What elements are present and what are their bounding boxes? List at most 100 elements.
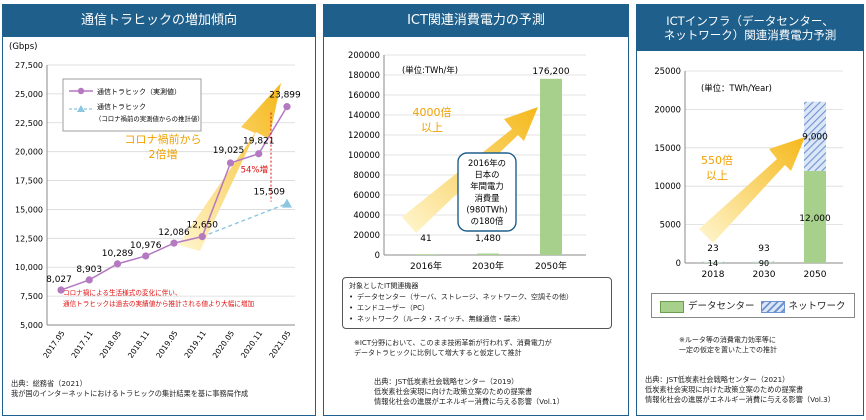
infra-source: 出典：JST低炭素社会戦略センター（2021） 低炭素社会実現に向けた政策立案の… [645, 375, 835, 405]
bar [415, 254, 437, 255]
legend-datacenter: データセンター [660, 298, 755, 313]
infra-stacked-bar-chart: 0 5000 10000 15000 20000 25000 (単位：TWh/Year) 20… [654, 66, 843, 280]
bar-network [753, 261, 775, 263]
infra-legend: データセンター ネットワーク [651, 293, 855, 318]
y-tick-label: 10,000 [15, 263, 43, 272]
source-line: 情報化社会の進展がエネルギー消費に与える影響（Vol.1） [374, 397, 564, 406]
source-line: 我が国のインターネットにおけるトラヒックの集計結果を基に事務局作成 [11, 389, 249, 398]
unit-label: (単位：TWh/Year) [701, 83, 772, 93]
y-tick-label: 27,500 [15, 61, 43, 70]
x-tick-label: 2018.11 [126, 329, 151, 360]
it-box-item: ネットワーク（ルータ・スイッチ、無線通信・端末） [349, 314, 605, 325]
y-tick-label: 100000 [348, 150, 380, 160]
bar-value-label: 1,480 [475, 234, 501, 244]
actual-value-label: 19,025 [213, 146, 245, 156]
source-line: 出典：総務省（2021） [11, 379, 87, 388]
unit-label: (単位:TWh/年) [402, 65, 458, 75]
actual-value-label: 12,650 [187, 221, 219, 231]
note-line: ※ルータ等の消費電力効率等に [679, 336, 776, 344]
source-line: 出典：JST低炭素社会戦略センター（2019） [374, 377, 519, 386]
x-tick-label: 2019.05 [154, 329, 179, 360]
callout-text: 2016年の [468, 158, 506, 168]
y-tick-label: 0 [375, 250, 380, 260]
legend-box [62, 78, 202, 132]
y-tick-label: 0 [676, 258, 681, 268]
red-note: 通信トラヒックは過去の実績値から推計される値より大幅に増加 [63, 299, 254, 308]
legend-label: ネットワーク [788, 301, 846, 312]
infra-power-panel: ICTインフラ（データセンター、 ネットワーク）関連消費電力予測 0 5000 10… [636, 4, 864, 416]
callout-text: (980TWh) [466, 204, 507, 214]
traffic-panel: 通信トラヒックの増加傾向 (Gbps) 5,000 7,500 10,000 12,50… [2, 4, 316, 416]
legend-label: データセンター [688, 301, 755, 312]
bar-datacenter [702, 262, 724, 263]
x-tick-label: 2050年 [535, 260, 567, 272]
growth-arrow [178, 83, 281, 251]
arrow-text: 4000倍 [413, 105, 452, 119]
bar-value-label: 41 [420, 234, 431, 244]
x-tick-label: 2020.05 [211, 329, 236, 360]
bar [477, 253, 499, 255]
y-tick-label: 25,000 [15, 90, 43, 99]
legend-label-actual: 通信トラヒック（実測値） [97, 87, 181, 96]
actual-point [142, 252, 150, 260]
bar-value-label: 90 [759, 259, 769, 268]
x-tick-label: 2020.11 [239, 329, 264, 360]
y-tick-label: 60000 [353, 190, 380, 200]
y-tick-label: 80000 [353, 170, 380, 180]
y-tick-label: 15000 [654, 143, 681, 153]
ict-source: 出典：JST低炭素社会戦略センター（2019） 低炭素社会実現に向けた政策立案の… [374, 377, 564, 407]
it-box-item: データセンター（サーバ、ストレージ、ネットワーク、空調その他） [349, 292, 605, 303]
y-tick-label: 120000 [348, 130, 380, 140]
red-note: コロナ禍による生活様式の変化に伴い、 [63, 288, 182, 297]
y-tick-label: 160000 [348, 90, 380, 100]
actual-point [85, 276, 93, 284]
y-tick-label: 20000 [654, 104, 681, 114]
actual-value-label: 8,027 [46, 275, 72, 285]
estimate-point [282, 198, 292, 208]
actual-value-label: 23,899 [269, 91, 301, 101]
x-tick-label: 2018 [702, 270, 725, 280]
y-tick-label: 25000 [654, 66, 681, 76]
y-tick-label: 200000 [348, 50, 380, 60]
y-tick-label: 140000 [348, 110, 380, 120]
y-tick-label: 12,500 [15, 234, 43, 243]
actual-point [170, 239, 178, 247]
legend-network: ネットワーク [760, 298, 846, 313]
source-line: 低炭素社会実現に向けた政策立案のための提案書 [374, 387, 533, 396]
bar-value-label: 93 [758, 244, 769, 254]
y-axis-label: (Gbps) [9, 42, 37, 52]
legend-label-estimate-sub: （コロナ禍前の実測値からの推計値） [95, 114, 204, 123]
it-box-title: 対象としたIT関連機器 [349, 282, 419, 290]
x-tick-label: 2018.05 [98, 329, 123, 360]
callout-text: の180倍 [471, 216, 504, 226]
arrow-text: 550倍 [701, 153, 733, 167]
bar [540, 78, 562, 255]
x-tick-label: 2050 [804, 270, 827, 280]
x-tick-label: 2021.05 [267, 329, 292, 360]
actual-value-label: 10,289 [102, 249, 134, 259]
infra-note: ※ルータ等の消費電力効率等に 一定の仮定を置いた上での推計 [679, 335, 777, 355]
note-line: 一定の仮定を置いた上での推計 [679, 346, 777, 354]
legend-marker-actual [77, 87, 85, 95]
actual-point [198, 233, 206, 241]
infra-title: ICTインフラ（データセンター、 ネットワーク）関連消費電力予測 [637, 5, 863, 51]
y-tick-label: 180000 [348, 70, 380, 80]
arrow-text: 以上 [706, 169, 728, 182]
actual-value-label: 12,086 [158, 228, 190, 238]
bar-datacenter [753, 262, 775, 263]
x-tick-label: 2016年 [410, 260, 442, 272]
ict-power-panel: ICT関連消費電力の予測 0 20000 40000 60000 80000 100000… [323, 4, 629, 416]
legend-marker-estimate [77, 105, 85, 112]
actual-value-label: 8,903 [76, 265, 102, 275]
estimate-value-label: 15,509 [254, 188, 286, 198]
actual-point [283, 103, 291, 111]
bar-value-label: 176,200 [532, 67, 569, 77]
arrow-text: 2倍増 [149, 147, 178, 161]
ict-note: ※ICT分野において、このまま技術革新が行われず、消費電力が データトラヒックに… [354, 338, 552, 358]
y-tick-label: 7,500 [20, 292, 43, 301]
estimate-series-line [201, 202, 288, 238]
traffic-source: 出典：総務省（2021） 我が国のインターネットにおけるトラヒックの集計結果を基… [11, 379, 248, 399]
legend-swatch [760, 300, 785, 313]
actual-point [255, 150, 263, 158]
bar-value-label: 12,000 [799, 214, 831, 224]
